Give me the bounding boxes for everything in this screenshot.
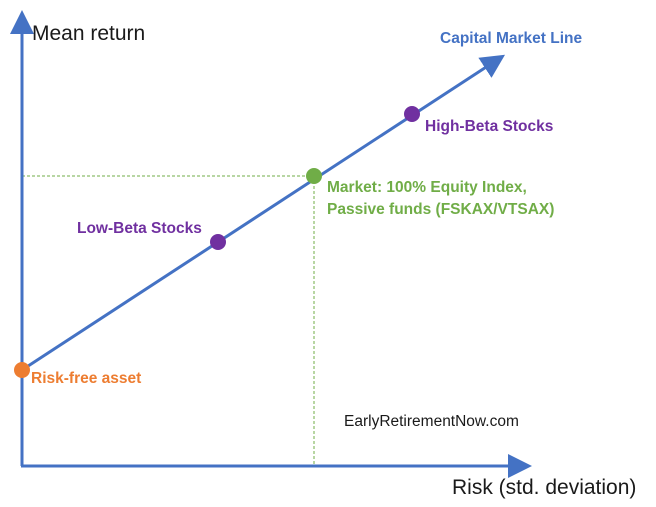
risk-free-point xyxy=(14,362,30,378)
low-beta-point xyxy=(210,234,226,250)
high-beta-label: High-Beta Stocks xyxy=(425,118,554,135)
market-label-line1: Market: 100% Equity Index, xyxy=(327,179,527,196)
high-beta-point xyxy=(404,106,420,122)
risk-free-label: Risk-free asset xyxy=(31,370,142,387)
x-axis-title: Risk (std. deviation) xyxy=(452,476,637,499)
watermark-text: EarlyRetirementNow.com xyxy=(344,413,519,430)
market-point xyxy=(306,168,322,184)
capital-market-line xyxy=(21,54,506,372)
capital-market-line-label: Capital Market Line xyxy=(440,30,583,47)
low-beta-label: Low-Beta Stocks xyxy=(77,220,202,237)
market-label-line2: Passive funds (FSKAX/VTSAX) xyxy=(327,201,555,218)
y-axis-title: Mean return xyxy=(32,22,146,45)
